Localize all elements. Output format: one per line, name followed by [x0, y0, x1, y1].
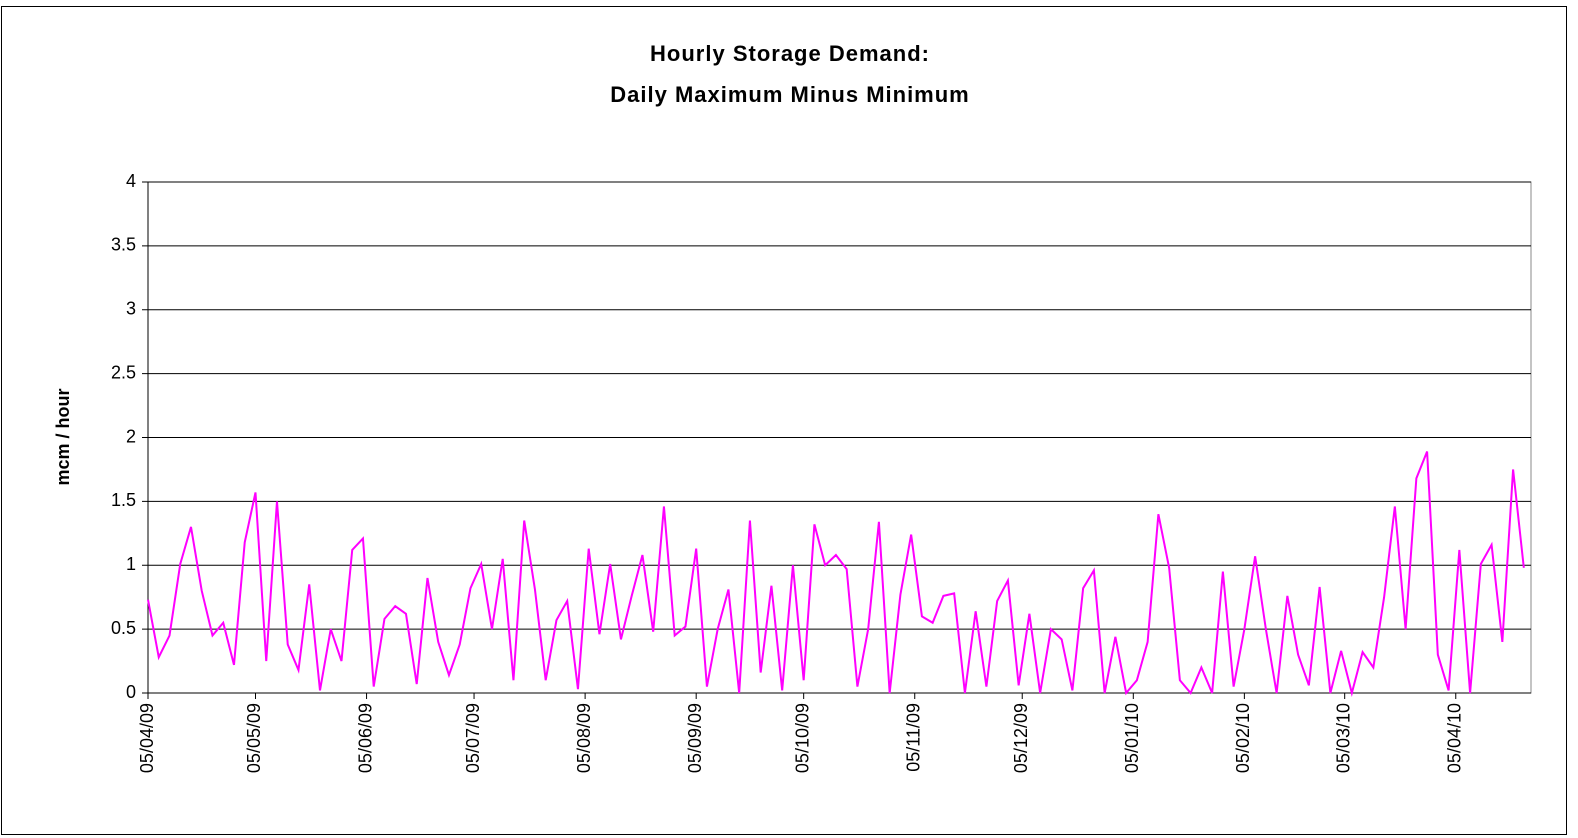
- x-tick-label: 05/02/10: [1233, 703, 1253, 773]
- x-tick-label: 05/04/09: [137, 703, 157, 773]
- x-tick-label: 05/05/09: [244, 703, 264, 773]
- x-tick-label: 05/11/09: [903, 703, 923, 772]
- chart-title: Daily Maximum Minus Minimum: [610, 82, 970, 107]
- y-tick-label: 1.5: [111, 490, 136, 510]
- x-tick-label: 05/12/09: [1011, 703, 1031, 773]
- y-tick-label: 0: [126, 682, 136, 702]
- x-tick-label: 05/06/09: [355, 703, 375, 773]
- data-line: [147, 451, 1525, 697]
- y-tick-label: 4: [126, 171, 136, 191]
- x-tick-label: 05/10/09: [792, 703, 812, 773]
- y-tick-label: 2: [126, 426, 136, 446]
- y-tick-label: 3.5: [111, 235, 136, 255]
- y-tick-label: 0.5: [111, 618, 136, 638]
- y-tick-label: 3: [126, 299, 136, 319]
- x-tick-label: 05/07/09: [463, 703, 483, 773]
- x-tick-label: 05/01/10: [1122, 703, 1142, 773]
- x-tick-label: 05/08/09: [574, 703, 594, 773]
- x-tick-label: 05/09/09: [685, 703, 705, 773]
- chart-title: Hourly Storage Demand:: [650, 41, 930, 66]
- y-tick-label: 1: [126, 554, 136, 574]
- x-tick-label: 05/03/10: [1333, 703, 1353, 773]
- x-tick-label: 05/04/10: [1445, 703, 1465, 773]
- y-axis-label: mcm / hour: [53, 388, 73, 485]
- y-tick-label: 2.5: [111, 362, 136, 382]
